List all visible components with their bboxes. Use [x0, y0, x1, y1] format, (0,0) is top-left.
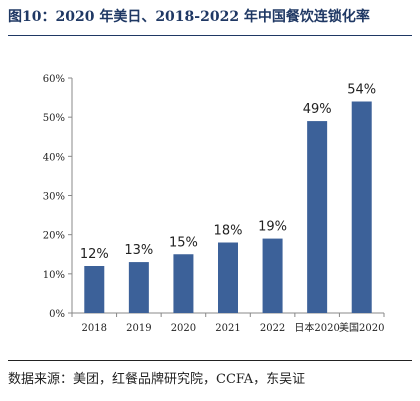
y-tick-label: 20%: [43, 231, 65, 242]
bar-data-label: 15%: [169, 235, 198, 250]
source-note: 数据来源：美团，红餐品牌研究院，CCFA，东吴证: [8, 372, 306, 387]
y-tick-label: 50%: [43, 113, 65, 124]
figure-title: 图10：2020 年美日、2018-2022 年中国餐饮连锁化率: [8, 9, 370, 25]
x-tick-label: 2019: [126, 323, 151, 334]
bar-data-label: 13%: [124, 243, 153, 258]
bar: [84, 266, 105, 313]
y-tick-label: 60%: [43, 74, 65, 85]
y-tick-label: 40%: [43, 152, 65, 163]
bar: [173, 254, 194, 313]
bar: [307, 121, 328, 313]
y-tick-label: 10%: [43, 270, 65, 281]
bar-data-label: 49%: [303, 102, 332, 117]
bar-data-label: 19%: [258, 220, 287, 235]
bar-data-label: 54%: [347, 83, 376, 98]
bar: [128, 262, 149, 313]
source-divider: [8, 360, 412, 361]
x-tick-label: 美国2020: [339, 321, 384, 334]
bar: [262, 238, 283, 313]
bar: [351, 101, 372, 313]
x-tick-label: 2021: [215, 323, 240, 334]
x-tick-label: 2018: [82, 323, 107, 334]
y-tick-label: 0%: [49, 309, 65, 320]
bar: [218, 242, 238, 313]
x-tick-label: 日本2020: [294, 321, 339, 334]
bar-data-label: 12%: [80, 247, 109, 262]
title-divider: [8, 35, 412, 36]
x-tick-label: 2022: [260, 323, 285, 334]
x-tick-label: 2020: [171, 323, 196, 334]
bar-data-label: 18%: [214, 224, 243, 239]
y-tick-label: 30%: [43, 192, 65, 203]
